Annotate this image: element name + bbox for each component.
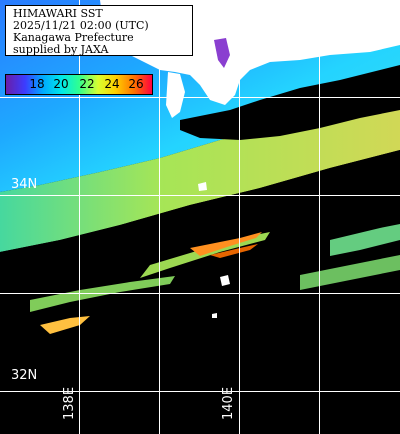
colorbar-gradient <box>6 75 152 94</box>
info-title: HIMAWARI SST <box>13 7 103 20</box>
colorbar-label: 24 <box>104 77 120 91</box>
info-source: supplied by JAXA <box>13 43 109 56</box>
colorbar-label: 26 <box>128 77 144 91</box>
colorbar-legend: 18 20 22 24 26 <box>5 74 153 95</box>
ocean-warm-band <box>0 100 400 252</box>
lon-label-140e: 140E <box>221 386 236 420</box>
no-data-cloud <box>180 65 400 140</box>
land-izu <box>166 72 185 118</box>
warm-streak <box>40 316 90 334</box>
lat-label-34n: 34N <box>11 177 38 192</box>
warm-streak <box>190 232 262 256</box>
island <box>198 182 207 191</box>
warm-streak <box>330 224 400 256</box>
island <box>212 313 217 318</box>
colorbar-label: 22 <box>79 77 95 91</box>
warm-streak <box>210 244 258 258</box>
lat-label-32n: 32N <box>11 368 38 383</box>
tokyo-bay <box>214 38 230 68</box>
colorbar-label: 18 <box>29 77 45 91</box>
lon-label-138e: 138E <box>62 386 77 420</box>
colorbar-label: 20 <box>53 77 69 91</box>
warm-streak <box>300 255 400 290</box>
info-timestamp: 2025/11/21 02:00 (UTC) <box>13 19 149 32</box>
no-data-region <box>0 150 400 434</box>
info-box: HIMAWARI SST 2025/11/21 02:00 (UTC) Kana… <box>5 5 193 56</box>
info-region: Kanagawa Prefecture <box>13 31 134 44</box>
island <box>220 275 230 286</box>
